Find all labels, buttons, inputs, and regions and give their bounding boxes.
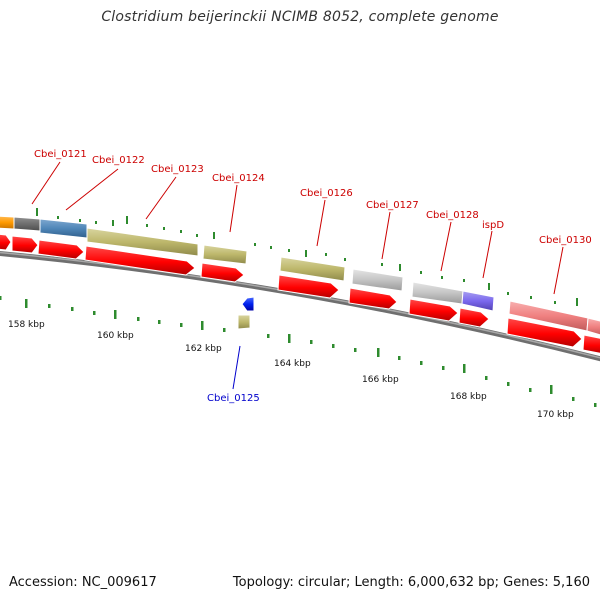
scale-tick-major xyxy=(288,334,291,343)
scale-tick-minor xyxy=(442,366,445,370)
scale-tick-major xyxy=(25,299,28,308)
cds-arrow xyxy=(200,262,245,283)
scale-tick-major xyxy=(114,310,117,319)
scale-tick-minor xyxy=(223,328,226,332)
gene-label: Cbei_0122 xyxy=(92,155,145,166)
feature-block xyxy=(586,317,600,336)
feature-block xyxy=(461,290,495,312)
feature-block xyxy=(0,215,15,230)
gene-label: Cbei_0124 xyxy=(212,173,265,184)
scale-tick-minor xyxy=(0,296,2,300)
scale-tick-minor xyxy=(398,356,401,360)
feature-block xyxy=(237,314,251,330)
gene-label: Cbei_0128 xyxy=(426,210,479,221)
scale-tick-minor xyxy=(485,376,488,380)
scale-tick-minor xyxy=(93,311,96,315)
scale-tick-minor xyxy=(180,323,183,327)
genome-backbone xyxy=(0,250,600,362)
gene-label: Cbei_0125 xyxy=(207,393,260,404)
cds-arrow xyxy=(506,317,583,348)
cds-arrow xyxy=(11,235,39,254)
cds-arrow xyxy=(582,334,600,354)
scale-tick-minor xyxy=(507,382,510,386)
feature-block xyxy=(202,244,248,265)
cds-arrow xyxy=(84,245,196,276)
scale-tick-minor xyxy=(310,340,313,344)
cds-arrow xyxy=(348,287,398,310)
scale-tick-major xyxy=(201,321,204,330)
gene-label: Cbei_0121 xyxy=(34,149,87,160)
cds-arrow xyxy=(0,233,12,251)
scale-tick-minor xyxy=(267,334,270,338)
scale-tick-minor xyxy=(420,361,423,365)
gene-label: Cbei_0130 xyxy=(539,235,592,246)
gene-label: ispD xyxy=(482,220,504,231)
scale-tick-major xyxy=(463,364,466,373)
feature-block xyxy=(86,227,199,257)
scale-tick-minor xyxy=(572,397,575,401)
scale-tick-label: 170 kbp xyxy=(537,410,574,420)
feature-block xyxy=(13,216,41,232)
scale-tick-minor xyxy=(354,348,357,352)
scale-tick-minor xyxy=(529,388,532,392)
scale-tick-label: 164 kbp xyxy=(274,359,311,369)
cds-arrow xyxy=(277,274,340,299)
scale-tick-label: 168 kbp xyxy=(450,392,487,402)
genome-summary-text: Topology: circular; Length: 6,000,632 bp… xyxy=(232,575,590,590)
cds-arrow xyxy=(408,298,459,322)
gene-label: Cbei_0123 xyxy=(151,164,204,175)
scale-ticks: 158 kbp 160 kbp 162 kbp 164 kbp 166 kbp … xyxy=(0,296,597,420)
scale-tick-minor xyxy=(137,317,140,321)
cds-arrows xyxy=(0,233,600,354)
feature-block xyxy=(279,256,346,282)
scale-tick-minor xyxy=(158,320,161,324)
accession-text: Accession: NC_009617 xyxy=(9,575,157,590)
scale-tick-major xyxy=(550,385,553,394)
scale-tick-minor xyxy=(48,304,51,308)
gene-label-leaders xyxy=(31,161,564,390)
scale-tick-label: 162 kbp xyxy=(185,344,222,354)
scale-tick-label: 158 kbp xyxy=(8,320,45,330)
scale-tick-label: 166 kbp xyxy=(362,375,399,385)
feature-track xyxy=(0,215,600,336)
gene-label: Cbei_0127 xyxy=(366,200,419,211)
scale-tick-minor xyxy=(332,344,335,348)
cds-arrow-reverse xyxy=(241,296,255,312)
scale-tick-minor xyxy=(71,307,74,311)
feature-block xyxy=(351,268,404,292)
gene-label: Cbei_0126 xyxy=(300,188,353,199)
gene-labels: Cbei_0121 Cbei_0122 Cbei_0123 Cbei_0124 … xyxy=(34,149,592,404)
map-title: Clostridium beijerinckii NCIMB 8052, com… xyxy=(101,9,499,25)
scale-tick-minor xyxy=(594,403,597,407)
cds-arrow xyxy=(458,307,490,328)
scale-tick-label: 160 kbp xyxy=(97,331,134,341)
cds-arrow xyxy=(37,239,85,260)
outer-ring-ticks xyxy=(36,208,578,306)
scale-tick-major xyxy=(377,348,380,357)
